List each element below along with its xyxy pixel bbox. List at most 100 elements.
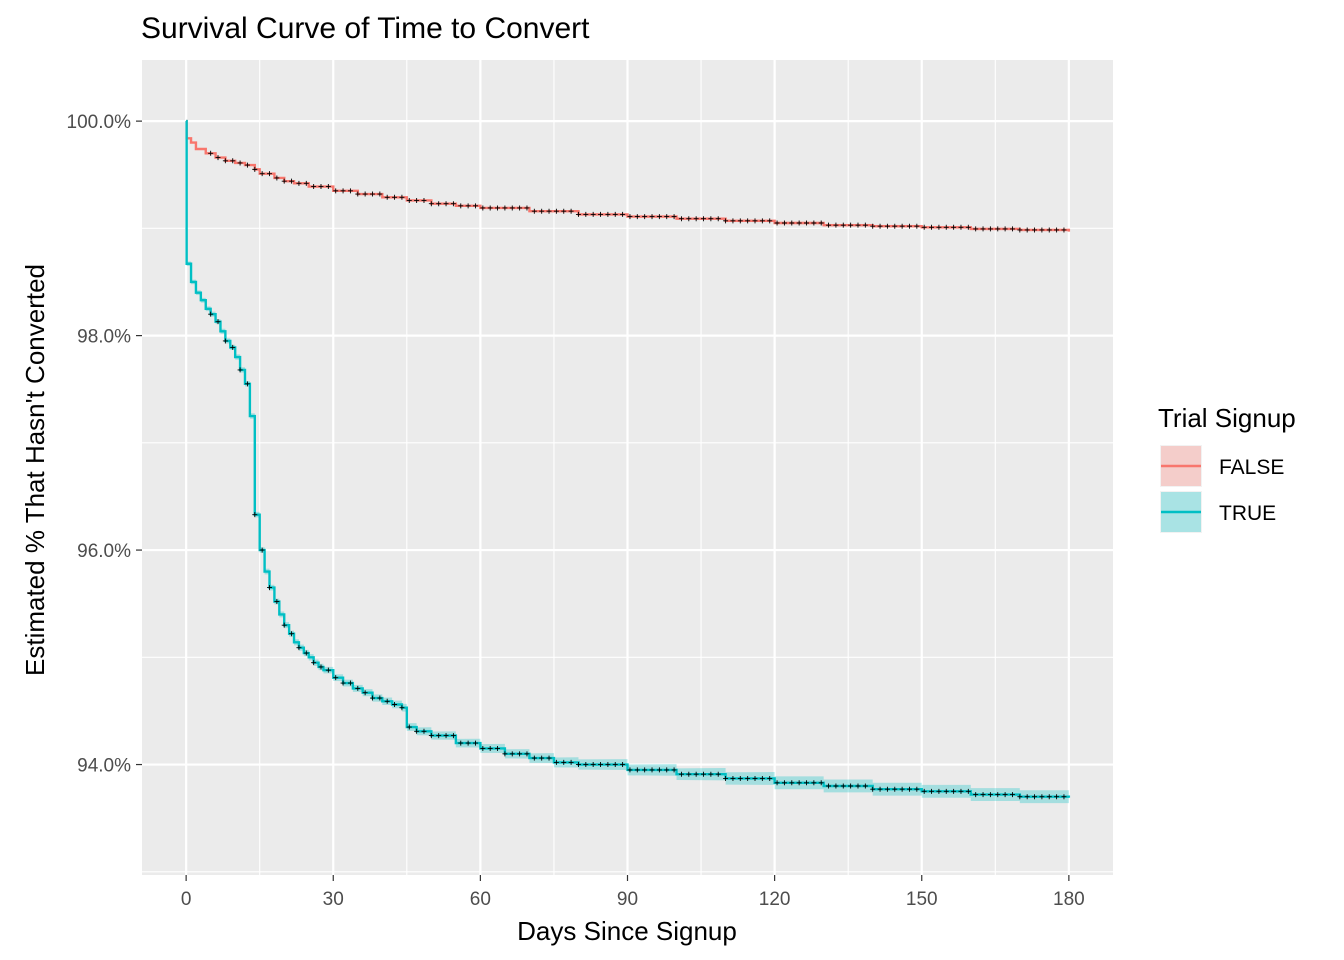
censor-mark [267, 171, 273, 177]
censor-mark [708, 771, 714, 777]
censor-mark [259, 547, 265, 553]
censor-mark [318, 664, 324, 670]
censor-mark [303, 650, 309, 656]
censor-mark [222, 338, 228, 344]
x-tick-label: 60 [470, 889, 491, 910]
censor-mark [406, 724, 412, 730]
censor-mark [450, 733, 456, 739]
censor-mark [884, 223, 890, 229]
censor-mark [649, 767, 655, 773]
censor-mark [1032, 794, 1038, 800]
censor-mark [340, 680, 346, 686]
censor-mark [826, 783, 832, 789]
censor-mark [884, 786, 890, 792]
legend-title: Trial Signup [1158, 403, 1296, 433]
censor-mark [612, 211, 618, 217]
censor-mark [517, 751, 523, 757]
censor-mark [524, 205, 530, 211]
censor-mark [811, 220, 817, 226]
censor-mark [274, 599, 280, 605]
censor-mark [553, 759, 559, 765]
censor-mark [995, 226, 1001, 232]
censor-mark [1002, 226, 1008, 232]
censor-mark [1009, 792, 1015, 798]
censor-mark [311, 184, 317, 190]
censor-mark [789, 780, 795, 786]
censor-mark [1046, 794, 1052, 800]
censor-mark [671, 214, 677, 220]
censor-mark [848, 783, 854, 789]
censor-mark [598, 211, 604, 217]
censor-mark [575, 211, 581, 217]
censor-mark [987, 792, 993, 798]
censor-mark [745, 218, 751, 224]
censor-mark [517, 205, 523, 211]
censor-mark [796, 780, 802, 786]
censor-mark [524, 751, 530, 757]
censor-mark [480, 205, 486, 211]
y-tick-label: 94.0% [77, 756, 131, 777]
censor-mark [862, 222, 868, 228]
legend: Trial Signup FALSE TRUE [1158, 403, 1296, 533]
censor-mark [634, 767, 640, 773]
censor-mark [811, 780, 817, 786]
censor-mark [929, 224, 935, 230]
censor-mark [259, 171, 265, 177]
censor-mark [384, 194, 390, 200]
censor-mark [803, 780, 809, 786]
censor-mark [428, 733, 434, 739]
censor-mark [1017, 794, 1023, 800]
censor-mark [656, 767, 662, 773]
censor-mark [921, 788, 927, 794]
censor-mark [1002, 792, 1008, 798]
censor-mark [862, 783, 868, 789]
censor-mark [855, 783, 861, 789]
x-tick-label: 150 [906, 889, 938, 910]
censor-mark [531, 755, 537, 761]
censor-mark [289, 631, 295, 637]
censor-mark [781, 780, 787, 786]
censor-mark [612, 762, 618, 768]
censor-mark [561, 208, 567, 214]
censor-mark [774, 780, 780, 786]
censor-mark [929, 788, 935, 794]
censor-mark [906, 786, 912, 792]
censor-mark [620, 762, 626, 768]
censor-mark [656, 214, 662, 220]
x-tick-label: 0 [181, 889, 192, 910]
censor-mark [605, 211, 611, 217]
censor-mark [936, 224, 942, 230]
censor-mark [995, 792, 1001, 798]
censor-mark [936, 788, 942, 794]
censor-mark [958, 788, 964, 794]
censor-mark [252, 512, 258, 518]
x-tick-label: 120 [759, 889, 791, 910]
censor-mark [428, 201, 434, 207]
censor-mark [531, 208, 537, 214]
censor-mark [561, 759, 567, 765]
censor-mark [443, 201, 449, 207]
censor-mark [325, 184, 331, 190]
censor-mark [568, 759, 574, 765]
censor-mark [355, 191, 361, 197]
censor-mark [583, 211, 589, 217]
censor-mark [458, 203, 464, 209]
censor-mark [237, 367, 243, 373]
censor-mark [215, 319, 221, 325]
censor-mark [686, 771, 692, 777]
censor-mark [958, 224, 964, 230]
censor-mark [237, 160, 243, 166]
censor-mark [465, 740, 471, 746]
censor-mark [384, 698, 390, 704]
censor-mark [443, 733, 449, 739]
censor-mark [693, 771, 699, 777]
censor-mark [414, 197, 420, 203]
censor-mark [495, 745, 501, 751]
censor-mark [1032, 227, 1038, 233]
censor-mark [892, 223, 898, 229]
censor-mark [951, 224, 957, 230]
censor-mark [943, 788, 949, 794]
censor-mark [671, 767, 677, 773]
censor-mark [605, 762, 611, 768]
censor-mark [414, 728, 420, 734]
